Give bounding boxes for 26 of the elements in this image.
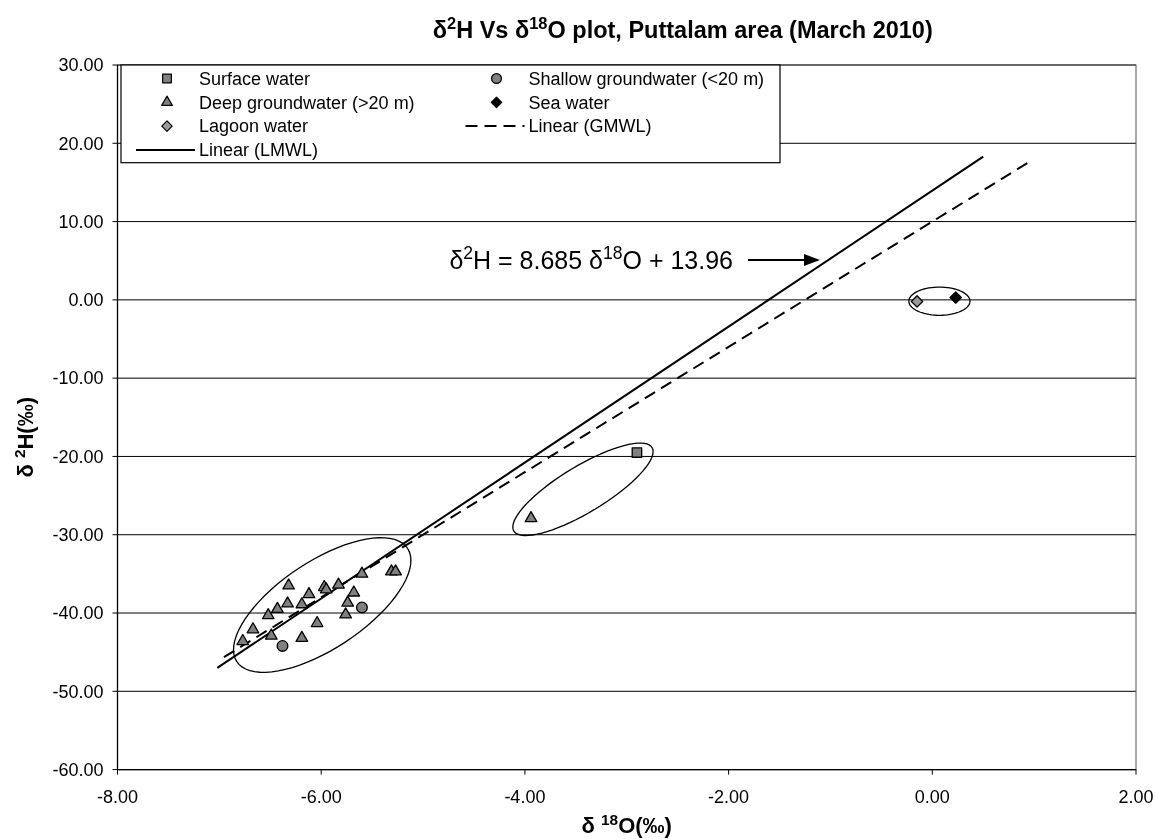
legend-label: Deep groundwater (>20 m) xyxy=(199,92,415,113)
y-tick-label: -20.00 xyxy=(52,446,104,467)
y-tick-label: -30.00 xyxy=(52,525,104,546)
chart-title: δ$^{2}$H Vs δ$^{18}$O plot, Puttalam area (March 2010) xyxy=(432,14,933,43)
x-tick-label: -8.00 xyxy=(96,786,139,807)
y-tick-label: 30.00 xyxy=(58,55,104,76)
y-tick-label: -60.00 xyxy=(52,759,104,780)
legend-label: Surface water xyxy=(199,68,311,89)
x-axis-title: δ $^{18}$O(‰) xyxy=(581,810,672,838)
x-tick-label: 2.00 xyxy=(1118,786,1154,807)
x-tick-label: -2.00 xyxy=(708,786,750,807)
legend-label: Lagoon water xyxy=(199,116,309,137)
y-tick-label: -40.00 xyxy=(52,603,104,624)
legend-label: Sea water xyxy=(528,92,610,113)
legend-label: Linear (LMWL) xyxy=(199,140,319,161)
y-tick-label: 10.00 xyxy=(58,211,104,232)
x-tick-label: -4.00 xyxy=(504,786,546,807)
x-tick-label: 0.00 xyxy=(914,786,950,807)
annotation: δ$^{2}$H = 8.685 δ$^{18}$O + 13.96 xyxy=(449,242,733,274)
y-tick-label: -50.00 xyxy=(52,681,104,702)
legend-label: Linear (GMWL) xyxy=(528,116,652,137)
x-tick-label: -6.00 xyxy=(300,786,342,807)
y-tick-label: 0.00 xyxy=(68,290,104,311)
y-tick-label: -10.00 xyxy=(52,368,104,389)
y-tick-label: 20.00 xyxy=(58,133,104,154)
legend-label: Shallow groundwater (<20 m) xyxy=(528,68,765,89)
